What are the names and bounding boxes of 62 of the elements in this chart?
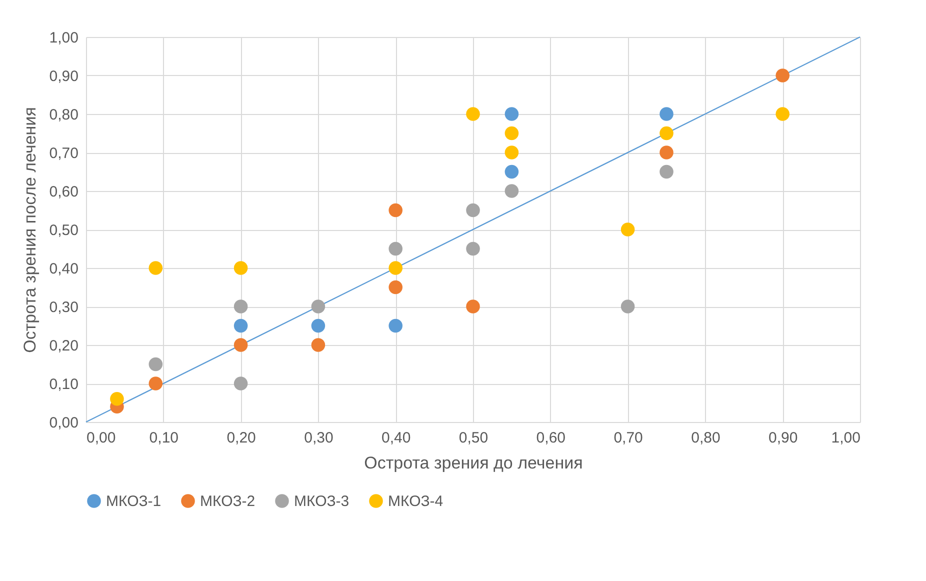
point <box>234 338 248 352</box>
y-tick-label: 0,20 <box>49 338 78 354</box>
point <box>504 126 519 140</box>
y-tick-label: 0,10 <box>49 376 78 393</box>
point <box>148 261 163 275</box>
point <box>234 376 248 390</box>
x-tick-label: 0,20 <box>226 430 256 446</box>
point <box>234 261 248 275</box>
point <box>466 107 480 121</box>
y-tick-label: 0,90 <box>49 68 78 85</box>
legend-label: МКОЗ-2 <box>200 493 256 510</box>
y-tick-label: 1,00 <box>49 30 78 46</box>
point <box>234 318 248 333</box>
x-tick-label: 1,00 <box>831 430 860 446</box>
point <box>776 68 790 82</box>
point <box>466 203 480 218</box>
point <box>620 300 635 314</box>
x-tick-label: 0,90 <box>768 430 798 446</box>
point <box>234 300 248 314</box>
legend-label: МКОЗ-3 <box>294 493 350 510</box>
x-tick-label: 0,80 <box>691 430 720 446</box>
x-tick-label: 0,60 <box>536 430 566 446</box>
point <box>311 300 326 314</box>
point <box>311 338 326 352</box>
point <box>388 242 402 256</box>
point <box>620 222 635 236</box>
point <box>388 280 402 294</box>
x-tick-label: 0,50 <box>458 430 488 446</box>
y-tick-label: 0,70 <box>49 145 78 162</box>
point <box>504 184 519 198</box>
y-tick-label: 0,30 <box>49 299 78 316</box>
point <box>504 146 519 160</box>
y-tick-label: 0,40 <box>49 260 78 278</box>
y-axis-title: Острота зрения после лечения <box>20 107 40 353</box>
point <box>110 392 124 406</box>
point <box>388 203 402 218</box>
point <box>466 300 480 314</box>
x-tick-label: 0,10 <box>149 430 178 446</box>
point <box>311 318 326 333</box>
x-tick-label: 0,00 <box>86 430 116 446</box>
point <box>148 376 163 390</box>
point <box>504 107 519 121</box>
x-axis-title: Острота зрения до лечения <box>364 454 583 472</box>
point <box>504 164 519 179</box>
point <box>660 107 674 121</box>
point <box>660 126 674 140</box>
point <box>660 146 674 160</box>
legend-label: МКОЗ-4 <box>388 493 444 510</box>
y-tick-label: 0,60 <box>49 184 78 200</box>
x-tick-label: 0,40 <box>382 430 411 446</box>
point <box>776 107 790 121</box>
point <box>148 357 163 372</box>
point <box>466 242 480 256</box>
x-tick-label: 0,30 <box>304 430 334 446</box>
point <box>388 261 402 275</box>
point <box>388 318 402 333</box>
y-tick-label: 0,00 <box>49 414 78 432</box>
point <box>660 164 674 179</box>
x-tick-label: 0,70 <box>614 430 643 446</box>
legend-label: МКОЗ-1 <box>106 493 162 510</box>
y-tick-label: 0,50 <box>49 222 78 239</box>
y-tick-label: 0,80 <box>49 106 78 124</box>
